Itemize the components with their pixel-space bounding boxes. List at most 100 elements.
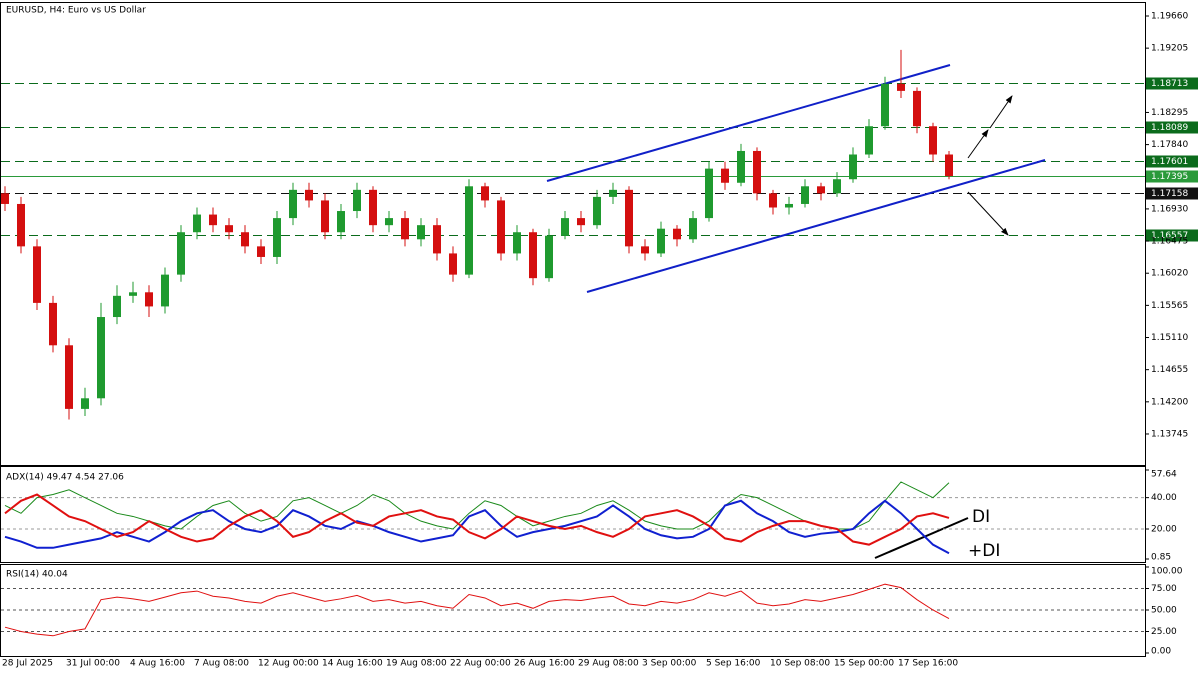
x-tick-label: 10 Sep 08:00 <box>770 659 830 669</box>
y-tick-label: 1.15110 <box>1151 333 1188 343</box>
candle-body <box>657 228 665 254</box>
candle-body <box>433 225 441 254</box>
y-tick-label: 0.00 <box>1151 647 1171 657</box>
level-label-box <box>1146 170 1198 183</box>
level-label-box <box>1146 121 1198 134</box>
candle-body <box>817 186 825 194</box>
candle-body <box>609 189 617 197</box>
di-annotation-line <box>874 517 969 559</box>
level-label: 1.17601 <box>1151 157 1188 167</box>
candle-body <box>401 218 409 240</box>
candle-body <box>529 232 537 279</box>
candle-body <box>753 150 761 194</box>
candle-body <box>145 292 153 307</box>
y-tick-label: 50.00 <box>1151 606 1177 616</box>
candle-body <box>897 83 905 91</box>
x-tick-label: 28 Jul 2025 <box>2 659 53 669</box>
indicator-line <box>4 493 950 546</box>
candle-body <box>481 186 489 201</box>
y-tick-label: 25.00 <box>1151 627 1177 637</box>
candle-body <box>65 345 73 409</box>
candle-body <box>273 218 281 257</box>
y-tick-label: 1.16020 <box>1151 269 1188 279</box>
candle-body <box>321 200 329 233</box>
candle-body <box>1 193 9 204</box>
y-tick-label: 20.00 <box>1151 524 1177 534</box>
candle-body <box>865 126 873 155</box>
candle-body <box>289 189 297 219</box>
y-tick-label: 1.18295 <box>1151 108 1188 118</box>
y-tick-label: 0.85 <box>1151 553 1171 563</box>
y-tick-label: 1.17840 <box>1151 140 1188 150</box>
x-tick-label: 26 Aug 16:00 <box>514 659 575 669</box>
adx-title: ADX(14) 49.47 4.54 27.06 <box>6 473 124 483</box>
channel-upper <box>546 64 951 182</box>
x-tick-label: 29 Aug 08:00 <box>578 659 639 669</box>
plus-di-label: +DI <box>968 541 1000 561</box>
candle-body <box>561 218 569 236</box>
candle-body <box>513 232 521 254</box>
candle-body <box>417 225 425 240</box>
rsi-title: RSI(14) 40.04 <box>6 570 68 580</box>
x-tick-label: 5 Sep 16:00 <box>706 659 761 669</box>
candle-body <box>97 317 105 399</box>
candle-body <box>337 211 345 233</box>
candle-body <box>129 292 137 296</box>
candle-body <box>689 218 697 240</box>
candle-body <box>929 126 937 155</box>
candle-body <box>577 218 585 226</box>
level-label-box <box>1146 229 1198 242</box>
candle-body <box>209 214 217 226</box>
x-tick-label: 14 Aug 16:00 <box>322 659 383 669</box>
indicator-line <box>4 499 950 555</box>
candle-body <box>593 196 601 226</box>
x-tick-label: 4 Aug 16:00 <box>130 659 185 669</box>
level-label: 1.18089 <box>1151 123 1188 133</box>
x-tick-label: 17 Sep 16:00 <box>898 659 958 669</box>
candle-body <box>369 189 377 226</box>
candle-body <box>177 232 185 275</box>
candle-body <box>737 150 745 183</box>
arrow-up-1 <box>967 129 989 159</box>
candle-body <box>353 189 361 212</box>
y-tick-label: 1.15565 <box>1151 301 1188 311</box>
candle-body <box>193 214 201 233</box>
candle-body <box>705 168 713 219</box>
y-tick-label: 100.00 <box>1151 567 1183 577</box>
y-tick-label: 75.00 <box>1151 584 1177 594</box>
adx-panel <box>0 466 1146 563</box>
candle-body <box>641 246 649 254</box>
arrow-down <box>967 191 1009 236</box>
arrow-up-2 <box>989 95 1013 129</box>
candle-body <box>81 398 89 409</box>
candle-body <box>625 189 633 247</box>
chart-title: EURUSD, H4: Euro vs US Dollar <box>6 6 146 16</box>
candle-body <box>945 154 953 177</box>
y-tick-label: 40.00 <box>1151 493 1177 503</box>
candle-body <box>673 228 681 240</box>
candle-body <box>257 246 265 257</box>
candle-body <box>881 83 889 127</box>
candle-body <box>545 235 553 279</box>
candle-body <box>801 186 809 204</box>
candle-body <box>769 193 777 208</box>
candle-body <box>33 246 41 303</box>
level-label: 1.17395 <box>1151 172 1188 182</box>
x-tick-label: 19 Aug 08:00 <box>386 659 447 669</box>
candle-body <box>449 253 457 275</box>
x-tick-label: 31 Jul 00:00 <box>66 659 120 669</box>
level-label: 1.16557 <box>1151 231 1188 241</box>
x-tick-label: 12 Aug 00:00 <box>258 659 319 669</box>
level-label-box <box>1146 155 1198 168</box>
candle-body <box>849 154 857 180</box>
y-tick-label: 1.19660 <box>1151 11 1188 21</box>
y-tick-label: 1.14655 <box>1151 365 1188 375</box>
main-panel <box>0 2 1146 466</box>
level-label-box <box>1146 187 1198 200</box>
candle-body <box>49 302 57 346</box>
y-tick-label: 57.64 <box>1151 470 1177 480</box>
candle-body <box>385 218 393 226</box>
level-label: 1.18713 <box>1151 79 1188 89</box>
candle-body <box>465 186 473 275</box>
y-tick-label: 1.19205 <box>1151 44 1188 54</box>
